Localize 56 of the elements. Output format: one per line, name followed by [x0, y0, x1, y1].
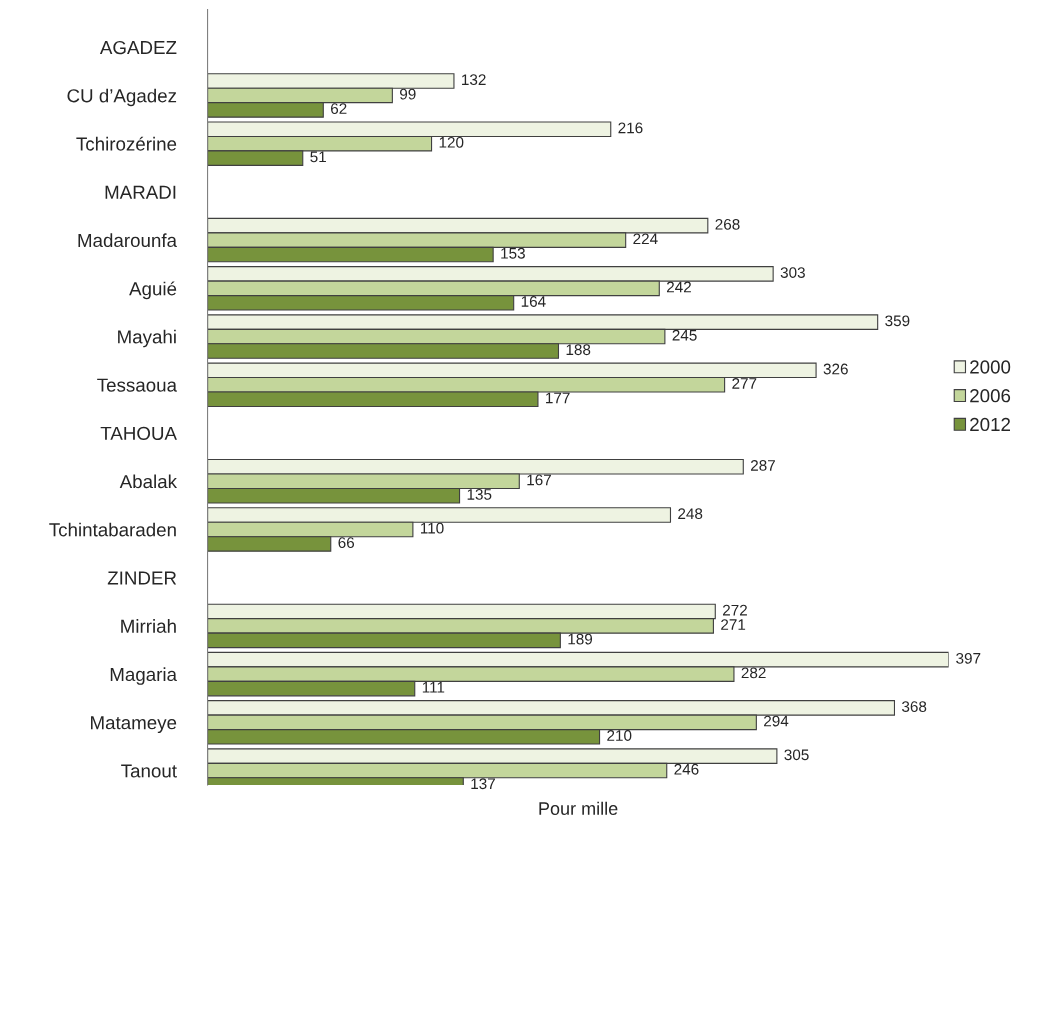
data-label: 188: [566, 344, 591, 356]
y-tick-label: TAHOUA: [100, 426, 177, 440]
data-label: 66: [338, 537, 355, 549]
data-label: 164: [521, 296, 546, 307]
data-label: 248: [678, 508, 703, 520]
y-tick-label: Mirriah: [121, 619, 176, 633]
data-label: 305: [784, 749, 809, 761]
y-tick-label: Aguié: [129, 281, 177, 300]
data-label: 245: [672, 329, 697, 341]
data-label: 303: [780, 267, 805, 278]
y-tick-label: Tchintabaraden: [49, 522, 176, 537]
data-label: 272: [722, 604, 747, 616]
data-label: 216: [618, 122, 643, 134]
data-label: 359: [885, 315, 910, 327]
data-label: 326: [823, 363, 848, 375]
y-tick-label: CU d’Agadez: [67, 88, 177, 107]
y-tick-label: ZINDER: [107, 571, 177, 585]
data-label: 137: [471, 778, 495, 790]
data-label: 397: [956, 652, 981, 664]
y-tick-label: Mayahi: [118, 329, 176, 348]
data-label: 110: [421, 522, 444, 534]
data-label: 167: [527, 474, 551, 486]
legend-label: 2006: [970, 389, 1011, 403]
legend-label: 2012: [970, 417, 1010, 432]
data-label: 224: [633, 233, 658, 245]
data-label: 51: [310, 151, 326, 163]
y-tick-label: Abalak: [119, 474, 178, 489]
data-label: 277: [732, 378, 757, 389]
legend-label: 2000: [970, 360, 1011, 374]
data-label: 210: [607, 730, 632, 741]
y-tick-label: Tchirozérine: [76, 136, 177, 151]
x-axis-title: Pour mille: [539, 801, 618, 815]
data-label: 120: [439, 136, 464, 148]
data-label: 287: [750, 460, 775, 471]
y-tick-label: Tessaoua: [97, 378, 178, 392]
y-tick-label: MARADI: [105, 185, 176, 199]
data-label: 177: [546, 392, 570, 404]
y-tick-label: AGADEZ: [99, 40, 177, 55]
data-label: 368: [902, 701, 927, 712]
data-label: 246: [674, 763, 699, 775]
data-label: 153: [501, 247, 525, 259]
y-tick-label: Madarounfa: [78, 233, 178, 248]
data-label: 282: [741, 667, 766, 679]
data-label: 135: [467, 488, 492, 500]
data-label: 242: [666, 281, 691, 293]
data-label: 99: [400, 88, 416, 100]
data-label: 189: [568, 633, 593, 645]
data-label: 62: [331, 103, 347, 115]
data-label: 111: [422, 682, 445, 693]
data-label: 268: [715, 218, 740, 230]
data-label: 271: [721, 619, 746, 630]
y-tick-label: Tanout: [121, 764, 177, 778]
y-tick-label: Magaria: [110, 667, 178, 685]
data-label: 294: [764, 715, 789, 727]
data-label: 132: [462, 74, 486, 86]
y-tick-label: Matameye: [91, 716, 177, 734]
